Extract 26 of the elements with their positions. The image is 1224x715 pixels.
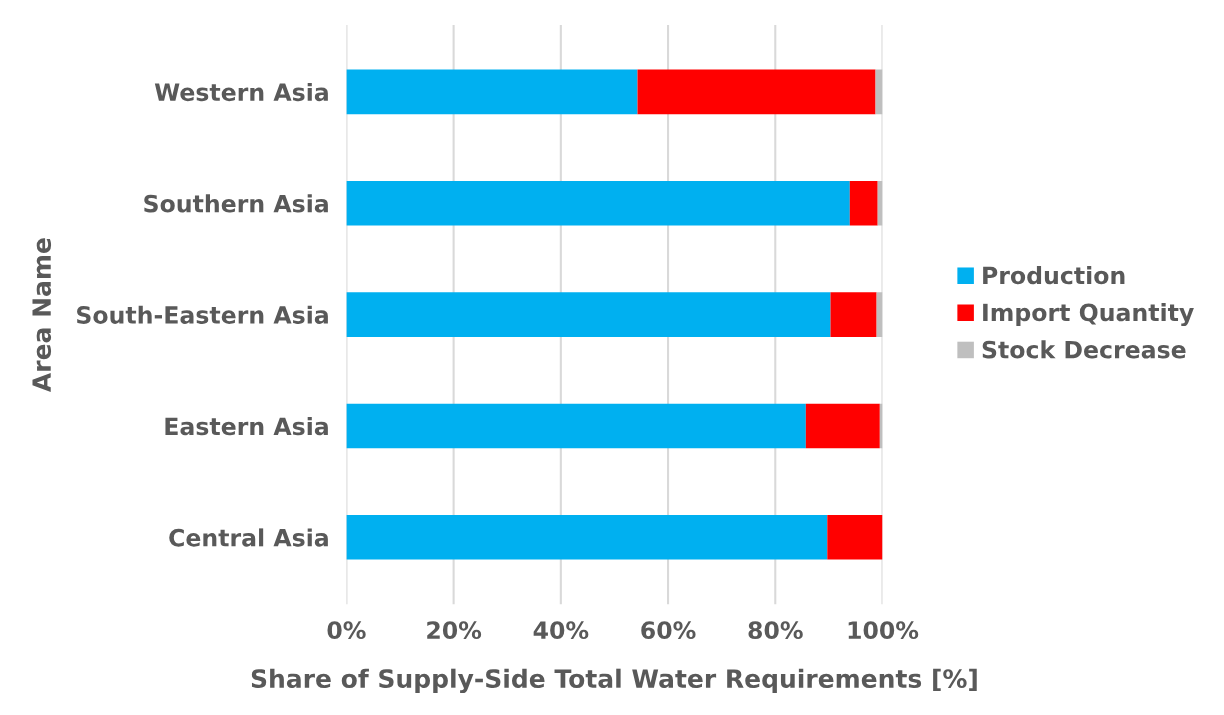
y-tick-label: Eastern Asia	[165, 417, 328, 436]
y-tick-label: Western Asia	[154, 82, 328, 102]
x-axis-title: Share of Supply-Side Total Water Requirements [%]	[251, 668, 977, 694]
y-axis-title: Area Name	[32, 238, 52, 392]
bar	[346, 69, 638, 115]
bar	[346, 292, 831, 337]
legend-label: Import Quantity	[983, 303, 1194, 327]
y-tick-label: Central Asia	[169, 528, 328, 547]
bar	[346, 180, 850, 226]
y-tick-label: Southern Asia	[144, 194, 328, 213]
x-tick-label: 0%	[327, 621, 366, 640]
bar	[346, 403, 806, 449]
bar	[827, 515, 883, 560]
bar	[346, 515, 828, 560]
legend-label: Production	[983, 266, 1125, 285]
legend-label: Stock Decrease	[982, 340, 1186, 359]
x-tick-label: 60%	[641, 621, 696, 640]
bar	[637, 69, 876, 115]
x-tick-label: 20%	[427, 621, 482, 640]
bar	[849, 180, 878, 226]
y-tick-label: South-Eastern Asia	[77, 305, 328, 324]
bar	[830, 292, 877, 337]
x-tick-label: 80%	[748, 621, 803, 640]
x-tick-label: 40%	[533, 621, 589, 640]
bar	[805, 403, 880, 449]
x-tick-label: 100%	[848, 621, 919, 640]
